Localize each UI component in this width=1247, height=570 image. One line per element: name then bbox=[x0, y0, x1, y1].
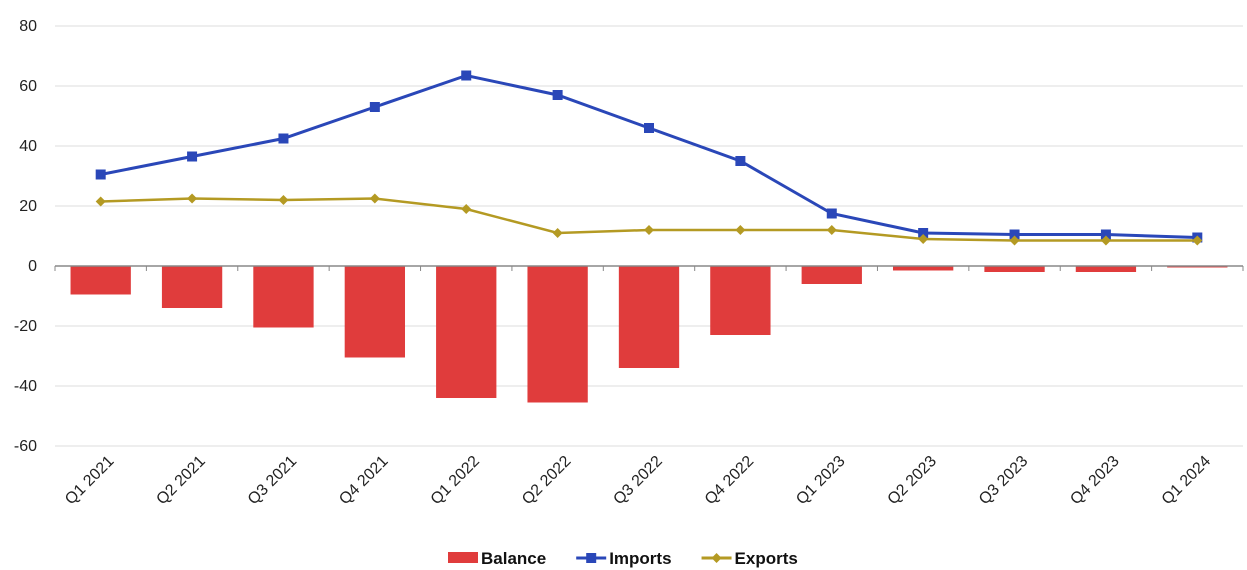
x-tick-label: Q4 2023 bbox=[1067, 453, 1122, 508]
x-tick-label: Q3 2021 bbox=[245, 453, 300, 508]
y-tick-label: 0 bbox=[28, 258, 37, 275]
imports-point bbox=[461, 70, 472, 81]
balance-bar bbox=[253, 266, 314, 328]
legend-item-exports: Exports bbox=[701, 549, 798, 568]
x-tick-label: Q4 2022 bbox=[702, 453, 757, 508]
y-tick-label: 60 bbox=[19, 78, 37, 95]
balance-bar bbox=[436, 266, 497, 398]
x-tick-label: Q1 2024 bbox=[1159, 453, 1214, 508]
exports-point bbox=[826, 225, 837, 235]
legend: Balance Imports Exports bbox=[448, 549, 798, 568]
balance-bar bbox=[161, 266, 223, 308]
legend-label-imports: Imports bbox=[609, 549, 671, 568]
exports-point bbox=[95, 196, 106, 207]
imports-point bbox=[826, 208, 837, 219]
y-tick-label: -60 bbox=[14, 438, 37, 455]
balance-bar bbox=[618, 266, 680, 368]
exports-point bbox=[644, 225, 654, 235]
balance-bar bbox=[344, 266, 406, 358]
x-tick-label: Q3 2022 bbox=[610, 453, 665, 508]
legend-marker-imports bbox=[586, 553, 597, 563]
imports-point bbox=[644, 123, 654, 133]
x-tick-label: Q1 2021 bbox=[62, 453, 117, 508]
x-tick-label: Q2 2021 bbox=[153, 453, 208, 508]
y-tick-label: 80 bbox=[19, 18, 37, 35]
exports-point bbox=[735, 225, 746, 235]
balance-bar bbox=[801, 266, 862, 284]
legend-item-imports: Imports bbox=[576, 549, 672, 568]
balance-bar bbox=[527, 266, 588, 403]
y-tick-label: -20 bbox=[14, 318, 37, 335]
exports-point bbox=[369, 193, 380, 204]
x-tick-label: Q1 2023 bbox=[793, 453, 848, 508]
legend-swatch-balance bbox=[448, 552, 478, 563]
y-axis: -60 -40 -20 0 20 40 60 80 bbox=[14, 18, 37, 455]
legend-marker-exports bbox=[711, 553, 722, 563]
x-axis: Q1 2021 Q2 2021 Q3 2021 Q4 2021 Q1 2022 Q2 20… bbox=[62, 453, 1214, 508]
exports-point bbox=[1100, 235, 1111, 246]
imports-point bbox=[552, 90, 563, 100]
y-tick-label: 40 bbox=[19, 138, 37, 155]
x-tick-label: Q2 2023 bbox=[885, 453, 940, 508]
legend-label-exports: Exports bbox=[735, 549, 798, 568]
x-tick-label: Q4 2021 bbox=[336, 453, 391, 508]
y-tick-label: -40 bbox=[14, 378, 37, 395]
x-tick-label: Q2 2022 bbox=[519, 453, 574, 508]
exports-point bbox=[278, 195, 289, 205]
series-lines bbox=[95, 70, 1203, 246]
exports-point bbox=[187, 193, 198, 204]
balance-bar bbox=[892, 266, 954, 271]
balance-bar bbox=[70, 266, 131, 295]
imports-point bbox=[278, 133, 289, 144]
balance-bar bbox=[710, 266, 771, 335]
legend-item-balance: Balance bbox=[448, 549, 546, 568]
exports-point bbox=[918, 234, 929, 244]
x-tick-label: Q3 2023 bbox=[976, 453, 1031, 508]
exports-point bbox=[1009, 235, 1020, 246]
y-tick-label: 20 bbox=[19, 198, 37, 215]
exports-point bbox=[552, 228, 563, 238]
legend-label-balance: Balance bbox=[481, 549, 546, 568]
exports-point bbox=[1192, 235, 1203, 246]
imports-line bbox=[100, 73, 1198, 239]
balance-bar bbox=[984, 266, 1045, 272]
imports-point bbox=[1100, 229, 1111, 240]
x-tick-label: Q1 2022 bbox=[428, 453, 483, 508]
grid-lines bbox=[55, 25, 1243, 447]
balance-bar bbox=[1075, 266, 1137, 272]
exports-point bbox=[461, 204, 472, 214]
imports-point bbox=[735, 156, 746, 166]
imports-point bbox=[1009, 229, 1020, 240]
imports-point bbox=[187, 151, 198, 162]
imports-point bbox=[918, 228, 929, 238]
imports-point bbox=[369, 102, 380, 112]
x-axis-ticks bbox=[54, 266, 1244, 271]
balance-bars bbox=[70, 266, 1228, 403]
imports-point bbox=[95, 169, 106, 180]
